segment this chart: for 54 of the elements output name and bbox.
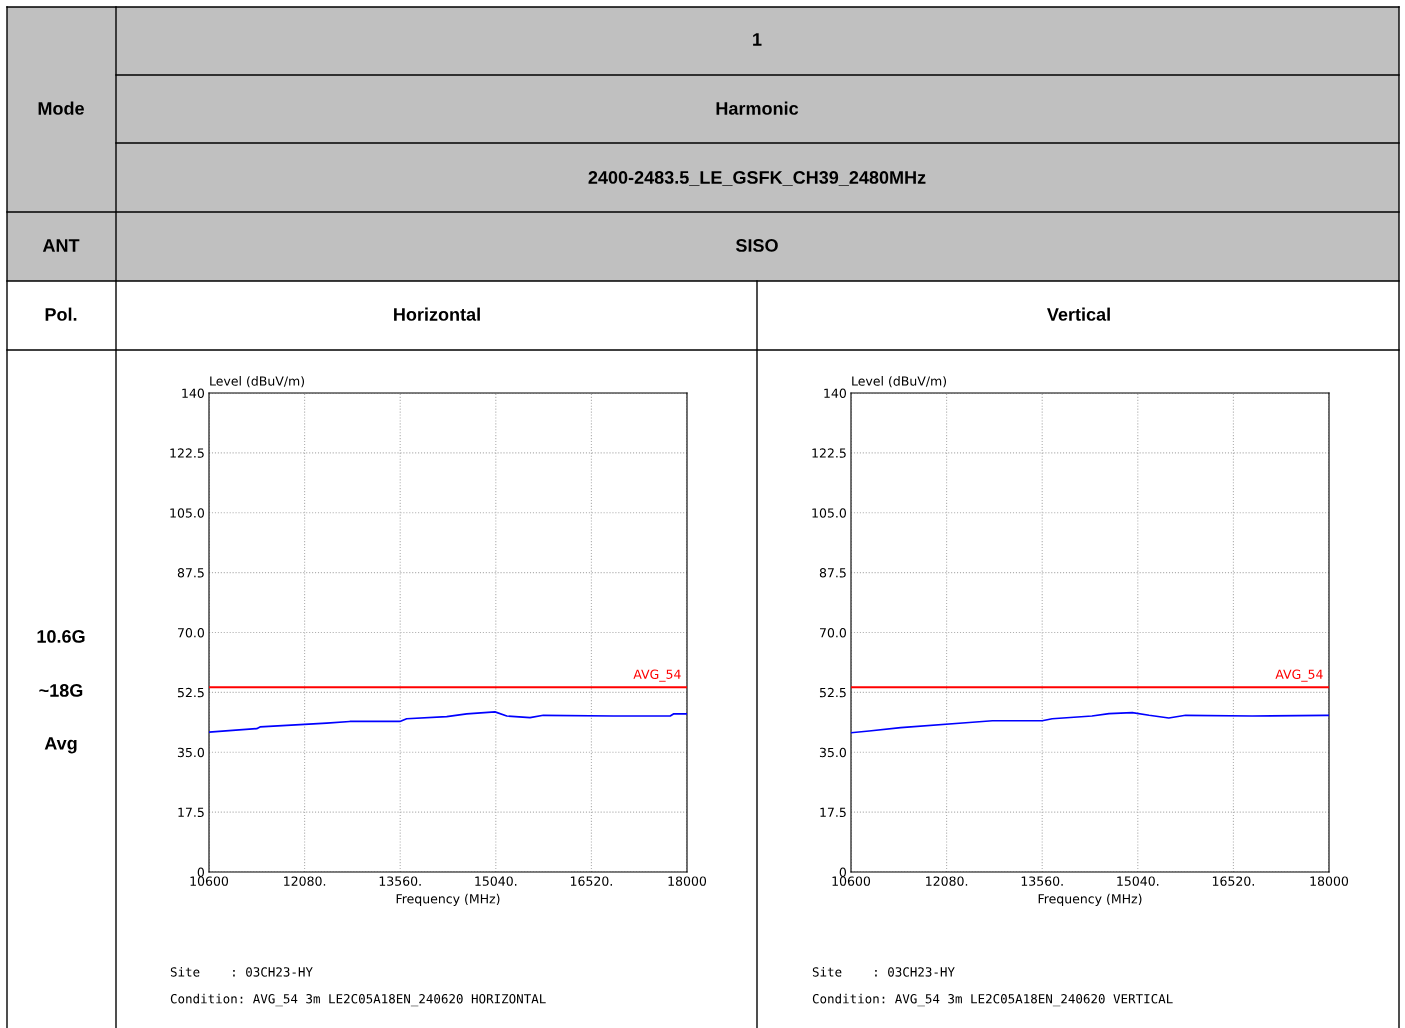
text: Mode xyxy=(38,101,84,115)
y-tick-label: 52.5 xyxy=(177,687,204,698)
y-tick-label: 140 xyxy=(824,388,846,398)
y-tick-label: 35.0 xyxy=(819,747,846,758)
y-tick-label: 17.5 xyxy=(178,807,204,818)
x-tick-label: 15040. xyxy=(1117,876,1159,886)
ref-line-label: AVG_54 xyxy=(633,669,681,682)
x-tick-label: 18000 xyxy=(1310,876,1349,886)
line-series xyxy=(209,711,687,733)
text: Harmonic xyxy=(716,101,799,115)
x-tick-label: 16520. xyxy=(570,876,612,886)
x-tick-label: 15040. xyxy=(475,876,517,886)
text: Pol. xyxy=(45,307,77,321)
x-tick-label: 10600 xyxy=(832,876,871,886)
y-tick-label: 105.0 xyxy=(170,508,204,518)
y-tick-label: 35.0 xyxy=(177,747,204,758)
y-tick-label: 70.0 xyxy=(178,627,204,638)
text: 10.6G xyxy=(37,630,85,643)
x-tick-label: 16520. xyxy=(1212,876,1254,886)
y-tick-label: 105.0 xyxy=(812,508,846,518)
text: Site : 03CH23-HY xyxy=(812,966,955,977)
text: Condition: AVG_54 3m LE2C05A18EN_240620 VERTICAL xyxy=(812,993,1173,1007)
y-axis-title: Level (dBuV/m) xyxy=(210,376,305,388)
x-tick-label: 10600 xyxy=(190,876,229,886)
ref-line-label: AVG_54 xyxy=(1275,669,1323,682)
y-tick-label: 122.5 xyxy=(812,448,846,458)
chart-title: Vertical xyxy=(1047,307,1110,321)
y-tick-label: 87.5 xyxy=(819,568,846,578)
text: ~18G xyxy=(39,684,83,697)
y-tick-label: 52.5 xyxy=(819,687,846,698)
text: Condition: AVG_54 3m LE2C05A18EN_240620 HORIZONTAL xyxy=(170,993,546,1007)
y-axis-title: Level (dBuV/m) xyxy=(852,376,947,388)
y-tick-label: 0 xyxy=(197,867,204,877)
line-series xyxy=(851,711,1329,734)
x-tick-label: 18000 xyxy=(668,876,707,886)
y-tick-label: 140 xyxy=(182,388,204,398)
y-tick-label: 17.5 xyxy=(820,807,846,818)
chart-title: Horizontal xyxy=(394,307,480,321)
y-tick-label: 122.5 xyxy=(170,448,204,458)
text: Site : 03CH23-HY xyxy=(170,966,313,977)
x-tick-label: 13560. xyxy=(1021,876,1063,886)
x-tick-label: 12080. xyxy=(284,876,326,886)
x-axis-title: Frequency (MHz) xyxy=(1038,893,1142,906)
text: SISO xyxy=(735,239,778,252)
x-axis-title: Frequency (MHz) xyxy=(396,893,500,906)
x-tick-label: 13560. xyxy=(379,876,421,886)
text: ANT xyxy=(42,239,80,252)
text: Avg xyxy=(44,737,77,754)
y-tick-label: 87.5 xyxy=(177,568,204,578)
text: 1 xyxy=(753,33,762,46)
x-tick-label: 12080. xyxy=(926,876,968,886)
y-tick-label: 70.0 xyxy=(820,627,846,638)
y-tick-label: 0 xyxy=(839,867,846,877)
text: 2400-2483.5_LE_GSFK_CH39_2480MHz xyxy=(588,171,926,186)
